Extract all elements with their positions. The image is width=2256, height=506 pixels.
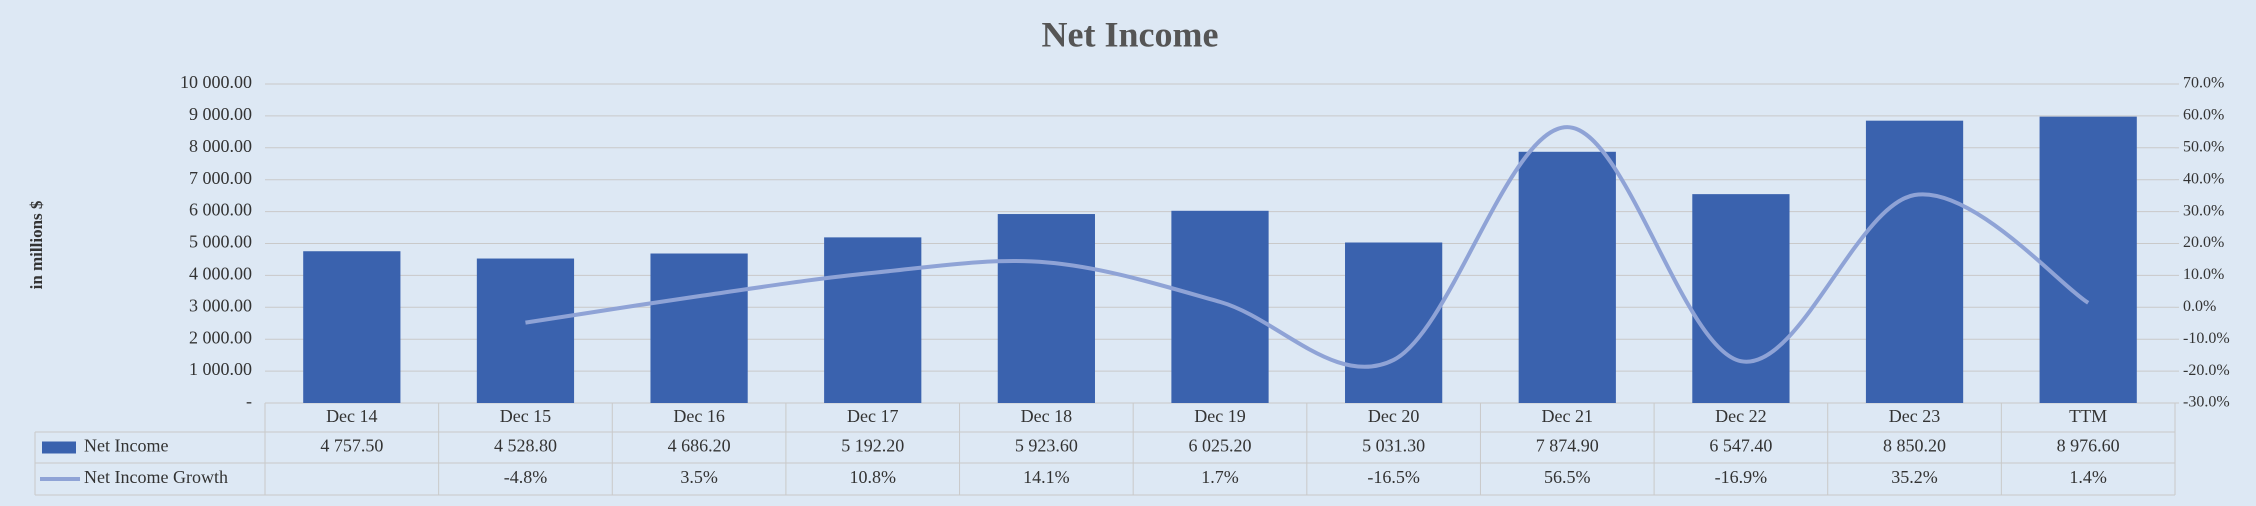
x-tick-label: TTM bbox=[2069, 406, 2107, 426]
y-tick-label: 10 000.00 bbox=[180, 72, 252, 92]
y2-tick-label: 70.0% bbox=[2183, 75, 2224, 92]
table-value: 5 031.30 bbox=[1362, 436, 1425, 456]
bar bbox=[1692, 194, 1790, 403]
y-tick-label: 8 000.00 bbox=[189, 136, 252, 156]
table-value: 10.8% bbox=[849, 467, 896, 487]
table-value: 6 547.40 bbox=[1709, 436, 1772, 456]
bar bbox=[824, 237, 922, 403]
table-value: 7 874.90 bbox=[1536, 436, 1599, 456]
bar bbox=[997, 214, 1095, 403]
y-tick-label: 4 000.00 bbox=[189, 264, 252, 284]
y-axis-label: in millions $ bbox=[27, 200, 46, 289]
y2-tick-label: 30.0% bbox=[2183, 202, 2224, 219]
legend-swatch bbox=[42, 441, 76, 454]
x-tick-label: Dec 23 bbox=[1889, 406, 1940, 426]
legend-label: Net Income bbox=[84, 436, 168, 456]
x-tick-label: Dec 22 bbox=[1715, 406, 1766, 426]
y2-tick-label: -20.0% bbox=[2183, 362, 2230, 379]
x-tick-label: Dec 16 bbox=[673, 406, 724, 426]
y2-tick-label: 50.0% bbox=[2183, 138, 2224, 155]
legend-label: Net Income Growth bbox=[84, 467, 228, 487]
table-value: 1.7% bbox=[1201, 467, 1239, 487]
bar bbox=[650, 253, 748, 403]
y-tick-label: - bbox=[246, 391, 252, 411]
table-value: 8 976.60 bbox=[2057, 436, 2120, 456]
y2-tick-label: 20.0% bbox=[2183, 234, 2224, 251]
x-tick-label: Dec 21 bbox=[1542, 406, 1593, 426]
table-value: 1.4% bbox=[2069, 467, 2107, 487]
table-value: 56.5% bbox=[1544, 467, 1591, 487]
table-value: 3.5% bbox=[680, 467, 718, 487]
table-value: 6 025.20 bbox=[1189, 436, 1252, 456]
bar bbox=[1518, 151, 1616, 403]
x-tick-label: Dec 15 bbox=[500, 406, 551, 426]
x-tick-label: Dec 14 bbox=[326, 406, 377, 426]
table-value: -16.9% bbox=[1715, 467, 1768, 487]
table-value: 4 686.20 bbox=[668, 436, 731, 456]
bar bbox=[1171, 210, 1269, 403]
x-tick-label: Dec 18 bbox=[1021, 406, 1072, 426]
table-value: 4 528.80 bbox=[494, 436, 557, 456]
y-tick-label: 2 000.00 bbox=[189, 327, 252, 347]
line bbox=[525, 125, 2090, 369]
y-tick-label: 6 000.00 bbox=[189, 200, 252, 220]
bar bbox=[303, 251, 401, 403]
y2-tick-label: 60.0% bbox=[2183, 107, 2224, 124]
table-value: 5 923.60 bbox=[1015, 436, 1078, 456]
table-value: 4 757.50 bbox=[320, 436, 383, 456]
y2-tick-label: 40.0% bbox=[2183, 170, 2224, 187]
x-tick-label: Dec 19 bbox=[1194, 406, 1245, 426]
y-tick-label: 5 000.00 bbox=[189, 232, 252, 252]
x-tick-label: Dec 20 bbox=[1368, 406, 1419, 426]
table-value: 14.1% bbox=[1023, 467, 1070, 487]
table-value: -4.8% bbox=[504, 467, 548, 487]
y2-tick-label: -30.0% bbox=[2183, 394, 2230, 411]
x-tick-label: Dec 17 bbox=[847, 406, 898, 426]
y-tick-label: 1 000.00 bbox=[189, 359, 252, 379]
bar bbox=[476, 258, 575, 403]
chart-title: Net Income bbox=[1042, 14, 1219, 54]
y-tick-label: 9 000.00 bbox=[189, 104, 252, 124]
table-value: -16.5% bbox=[1367, 467, 1420, 487]
y2-tick-label: -10.0% bbox=[2183, 330, 2230, 347]
y2-tick-label: 10.0% bbox=[2183, 266, 2224, 283]
table-value: 5 192.20 bbox=[841, 436, 904, 456]
bar bbox=[1865, 120, 1964, 403]
table-value: 8 850.20 bbox=[1883, 436, 1946, 456]
bar bbox=[1345, 242, 1443, 403]
y-tick-label: 7 000.00 bbox=[189, 168, 252, 188]
table-value: 35.2% bbox=[1891, 467, 1938, 487]
bar bbox=[2039, 116, 2137, 404]
y-tick-label: 3 000.00 bbox=[189, 295, 252, 315]
y2-tick-label: 0.0% bbox=[2183, 298, 2216, 315]
